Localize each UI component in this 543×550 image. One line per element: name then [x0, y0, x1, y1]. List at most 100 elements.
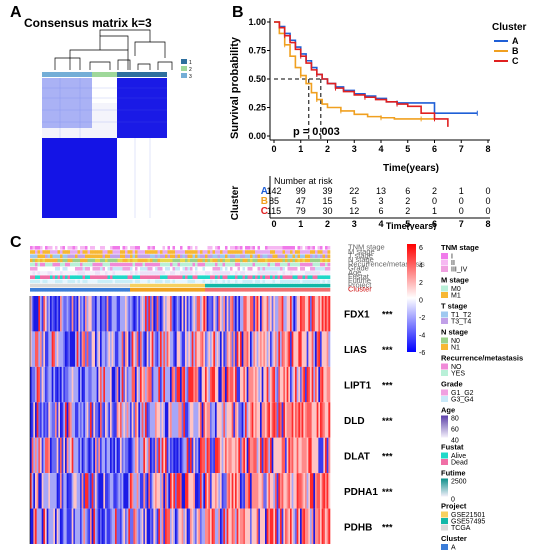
legend-item: I: [451, 254, 453, 261]
gene-label: DLAT: [344, 451, 370, 462]
consensus-cluster-bar-2: [92, 72, 117, 77]
risk-cell: 0: [485, 196, 490, 206]
risk-cell: 2: [405, 206, 410, 216]
colorbar-tick: -6: [419, 350, 425, 357]
km-xtick-label: 8: [485, 144, 490, 154]
km-line-C: [274, 21, 449, 127]
risk-cell: 85: [269, 196, 279, 206]
annotation-track: [30, 271, 331, 275]
risk-cell: 0: [432, 196, 437, 206]
legend-item: T1_T2: [451, 312, 471, 319]
km-xtick-label: 2: [325, 144, 330, 154]
legend-title: Age: [441, 406, 455, 415]
legend-swatch: [441, 389, 448, 396]
km-legend-label: C: [512, 56, 519, 66]
legend-item: GSE57495: [451, 519, 485, 526]
annotation-row-label: T stage: [348, 251, 373, 260]
legend-title: M stage: [441, 276, 469, 285]
risk-cell: 47: [296, 196, 306, 206]
annotation-track: [30, 283, 331, 288]
legend-title: N stage: [441, 328, 468, 337]
km-xtick-label: 0: [271, 144, 276, 154]
risk-row-name: B: [261, 196, 268, 207]
annotation-track: [30, 262, 331, 267]
legend-item: Alive: [451, 453, 466, 460]
colorbar-gradient: [407, 244, 416, 352]
risk-cell: 12: [349, 206, 359, 216]
annotation-row-label: Project: [348, 280, 372, 289]
risk-xtick-label: 5: [405, 219, 410, 229]
km-pvalue: p = 0.003: [293, 126, 340, 138]
gene-label: LIAS: [344, 345, 367, 356]
risk-cell: 39: [322, 186, 332, 196]
risk-xtick-label: 4: [378, 219, 383, 229]
risk-cell: 1: [459, 186, 464, 196]
consensus-dendrogram: [54, 29, 173, 70]
risk-xlabel: Time(years): [386, 221, 436, 230]
annotation-row-label: Fustat: [348, 272, 370, 281]
heatmap-gene-labels: FDX1 *** LIAS *** LIPT1 *** DLD *** DLAT *** PDHA1…: [344, 310, 393, 534]
risk-xtick-label: 3: [352, 219, 357, 229]
gene-label: FDX1: [344, 310, 370, 321]
colorbar-tick: 2: [419, 280, 423, 287]
legend-swatch: [441, 524, 448, 531]
risk-cell: 13: [376, 186, 386, 196]
legend-item: M0: [451, 286, 461, 293]
legend-item: GSE21501: [451, 512, 485, 519]
colorbar-tick: 4: [419, 263, 423, 270]
legend-swatch: [441, 363, 448, 370]
legend-title: Fustat: [441, 443, 464, 452]
legend-gradient: [441, 478, 448, 497]
annotation-track: [30, 267, 331, 271]
risk-cell: 5: [352, 196, 357, 206]
heatmap-row-DLAT: [30, 437, 331, 474]
risk-cell: 142: [266, 186, 281, 196]
legend-swatch: [441, 452, 448, 459]
annotation-track: [30, 279, 331, 284]
risk-cell: 30: [322, 206, 332, 216]
km-ytick-label: 0.25: [248, 103, 266, 113]
colorbar-tick: -2: [419, 315, 425, 322]
legend-swatch: [441, 253, 448, 259]
risk-cell: 0: [485, 186, 490, 196]
heatmap-colorbar: 6 4 2 0 -2 -4 -6: [407, 244, 425, 357]
annotation-row-label: Cluster: [348, 285, 372, 294]
panel-b-letter: B: [232, 4, 244, 21]
legend-swatch: [441, 370, 448, 376]
annotation-row-label: Futime: [348, 276, 371, 285]
gene-significance: ***: [382, 522, 393, 532]
annotation-row-label: N stage: [348, 255, 374, 264]
legend-item: Dead: [451, 460, 468, 467]
colorbar-tick: 6: [419, 245, 423, 252]
risk-table-ylabel: Cluster: [230, 186, 241, 221]
heatmap-row-LIAS: [30, 331, 331, 367]
km-xtick-label: 1: [298, 144, 303, 154]
legend-tick: 40: [451, 438, 459, 445]
consensus-legend: 1 2 3: [181, 59, 192, 80]
gene-significance: ***: [382, 451, 393, 461]
legend-tick: 0: [451, 497, 455, 504]
km-legend-label: B: [512, 46, 519, 56]
legend-item: TCGA: [451, 525, 471, 532]
km-xlabel: Time(years): [383, 163, 439, 174]
legend-item: T3_T4: [451, 319, 471, 326]
risk-xtick-label: 1: [298, 219, 303, 229]
consensus-block-3: [117, 78, 167, 138]
legend-tick: 2500: [451, 479, 467, 486]
gene-label: DLD: [344, 416, 365, 427]
heatmap-row-DLD: [30, 402, 331, 438]
km-legend-label: A: [512, 36, 519, 46]
legend-item: N1: [451, 345, 460, 352]
annotation-track: [30, 275, 331, 279]
gene-significance: ***: [382, 310, 393, 320]
annotation-row-label: Recurrence/metastasis: [348, 259, 425, 268]
legend-swatch: [441, 266, 448, 272]
heatmap-row-PDHB: [30, 508, 331, 544]
legend-title: TNM stage: [441, 243, 479, 252]
km-xtick-label: 4: [378, 144, 383, 154]
annotation-track: [30, 258, 331, 263]
risk-cell: 0: [459, 206, 464, 216]
legend-title: T stage: [441, 302, 467, 311]
